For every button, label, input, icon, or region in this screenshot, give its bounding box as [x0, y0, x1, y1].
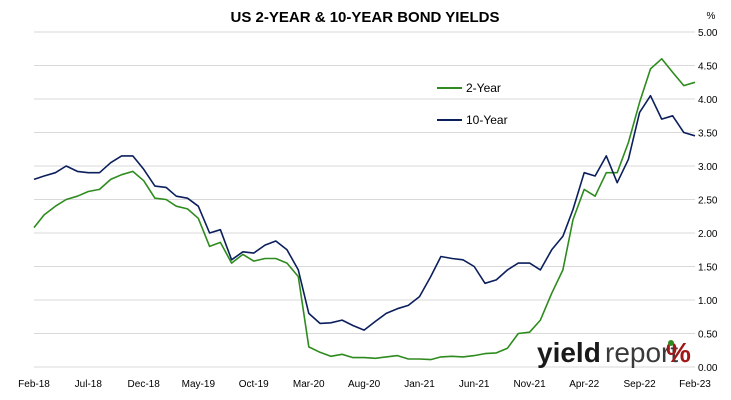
logo-brand-light: report	[605, 337, 678, 368]
x-tick-label: Nov-21	[513, 379, 546, 390]
x-tick-label: Mar-20	[293, 379, 325, 390]
x-tick-label: Jan-21	[404, 379, 435, 390]
x-tick-label: Feb-18	[18, 379, 50, 390]
x-tick-label: Apr-22	[569, 379, 599, 390]
y-tick-label: 1.00	[698, 296, 718, 307]
y-tick-label: 1.50	[698, 263, 718, 274]
y-tick-label: 2.00	[698, 229, 718, 240]
legend-label: 10-Year	[466, 113, 508, 127]
y-tick-label: 0.50	[698, 330, 718, 341]
y-axis-unit: %	[707, 11, 716, 22]
series-lines	[33, 57, 696, 361]
x-axis-ticks: Feb-18 Jul-18 Dec-18 May-19 Oct-19 Mar-20 Aug-…	[18, 379, 711, 390]
y-tick-label: 3.50	[698, 129, 718, 140]
y-tick-label: 0.00	[698, 363, 718, 374]
legend-label: 2-Year	[466, 81, 501, 95]
series-line-2-year	[33, 57, 696, 361]
x-tick-label: Oct-19	[239, 379, 269, 390]
x-tick-label: Jun-21	[459, 379, 490, 390]
x-tick-label: Feb-23	[679, 379, 711, 390]
y-tick-label: 4.50	[698, 62, 718, 73]
series-line-10-year	[33, 94, 696, 331]
x-tick-label: May-19	[182, 379, 216, 390]
legend: 2-Year 10-Year	[437, 81, 508, 127]
x-tick-label: Jul-18	[75, 379, 103, 390]
y-tick-label: 3.00	[698, 162, 718, 173]
x-tick-label: Dec-18	[128, 379, 161, 390]
y-tick-label: 4.00	[698, 95, 718, 106]
y-tick-label: 5.00	[698, 28, 718, 39]
x-tick-label: Sep-22	[623, 379, 656, 390]
y-tick-label: 2.50	[698, 196, 718, 207]
chart-title: US 2-YEAR & 10-YEAR BOND YIELDS	[231, 9, 500, 26]
y-axis-ticks: 0.00 0.50 1.00 1.50 2.00 2.50 3.00 3.50 4.00 4.50…	[698, 28, 718, 374]
x-tick-label: Aug-20	[348, 379, 381, 390]
gridlines	[34, 31, 695, 368]
logo-brand-bold: yield	[537, 337, 601, 368]
yieldreport-logo: yield report %	[537, 337, 691, 368]
logo-green-dot-icon	[668, 340, 674, 346]
